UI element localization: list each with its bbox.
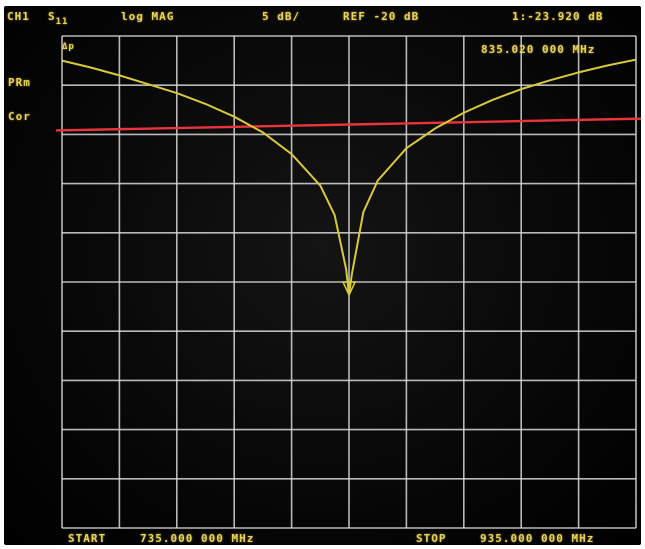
reference-line-group	[55, 117, 641, 132]
parameter-s: S	[48, 10, 56, 23]
reference-line	[55, 117, 641, 132]
stop-frequency: 935.000 000 MHz	[480, 532, 595, 545]
start-label: START	[68, 532, 107, 545]
marker-1-symbol	[341, 281, 357, 297]
parameter-label: S11	[48, 10, 68, 27]
marker-readout: 1:-23.920 dB	[512, 10, 604, 23]
format-label: log MAG	[121, 10, 175, 23]
measurement-plot: 1	[55, 35, 641, 529]
analyzer-screen: CH1 S11 log MAG 5 dB/ REF -20 dB 1:-23.9…	[4, 6, 641, 545]
marker-frequency: 835.020 000 MHz	[481, 43, 596, 56]
scale-label: 5 dB/	[262, 10, 301, 23]
parameter-subscript: 11	[55, 17, 69, 27]
start-frequency: 735.000 000 MHz	[140, 532, 255, 545]
stop-label: STOP	[416, 532, 447, 545]
marker-group: 1	[341, 281, 357, 297]
reference-level-label: REF -20 dB	[343, 10, 420, 23]
marker-1-label: 1	[346, 284, 351, 293]
status-pre: PRm	[8, 76, 31, 89]
channel-label: CH1	[7, 10, 30, 23]
grid-corner-label: Δp	[62, 42, 75, 52]
status-cor: Cor	[8, 110, 31, 123]
